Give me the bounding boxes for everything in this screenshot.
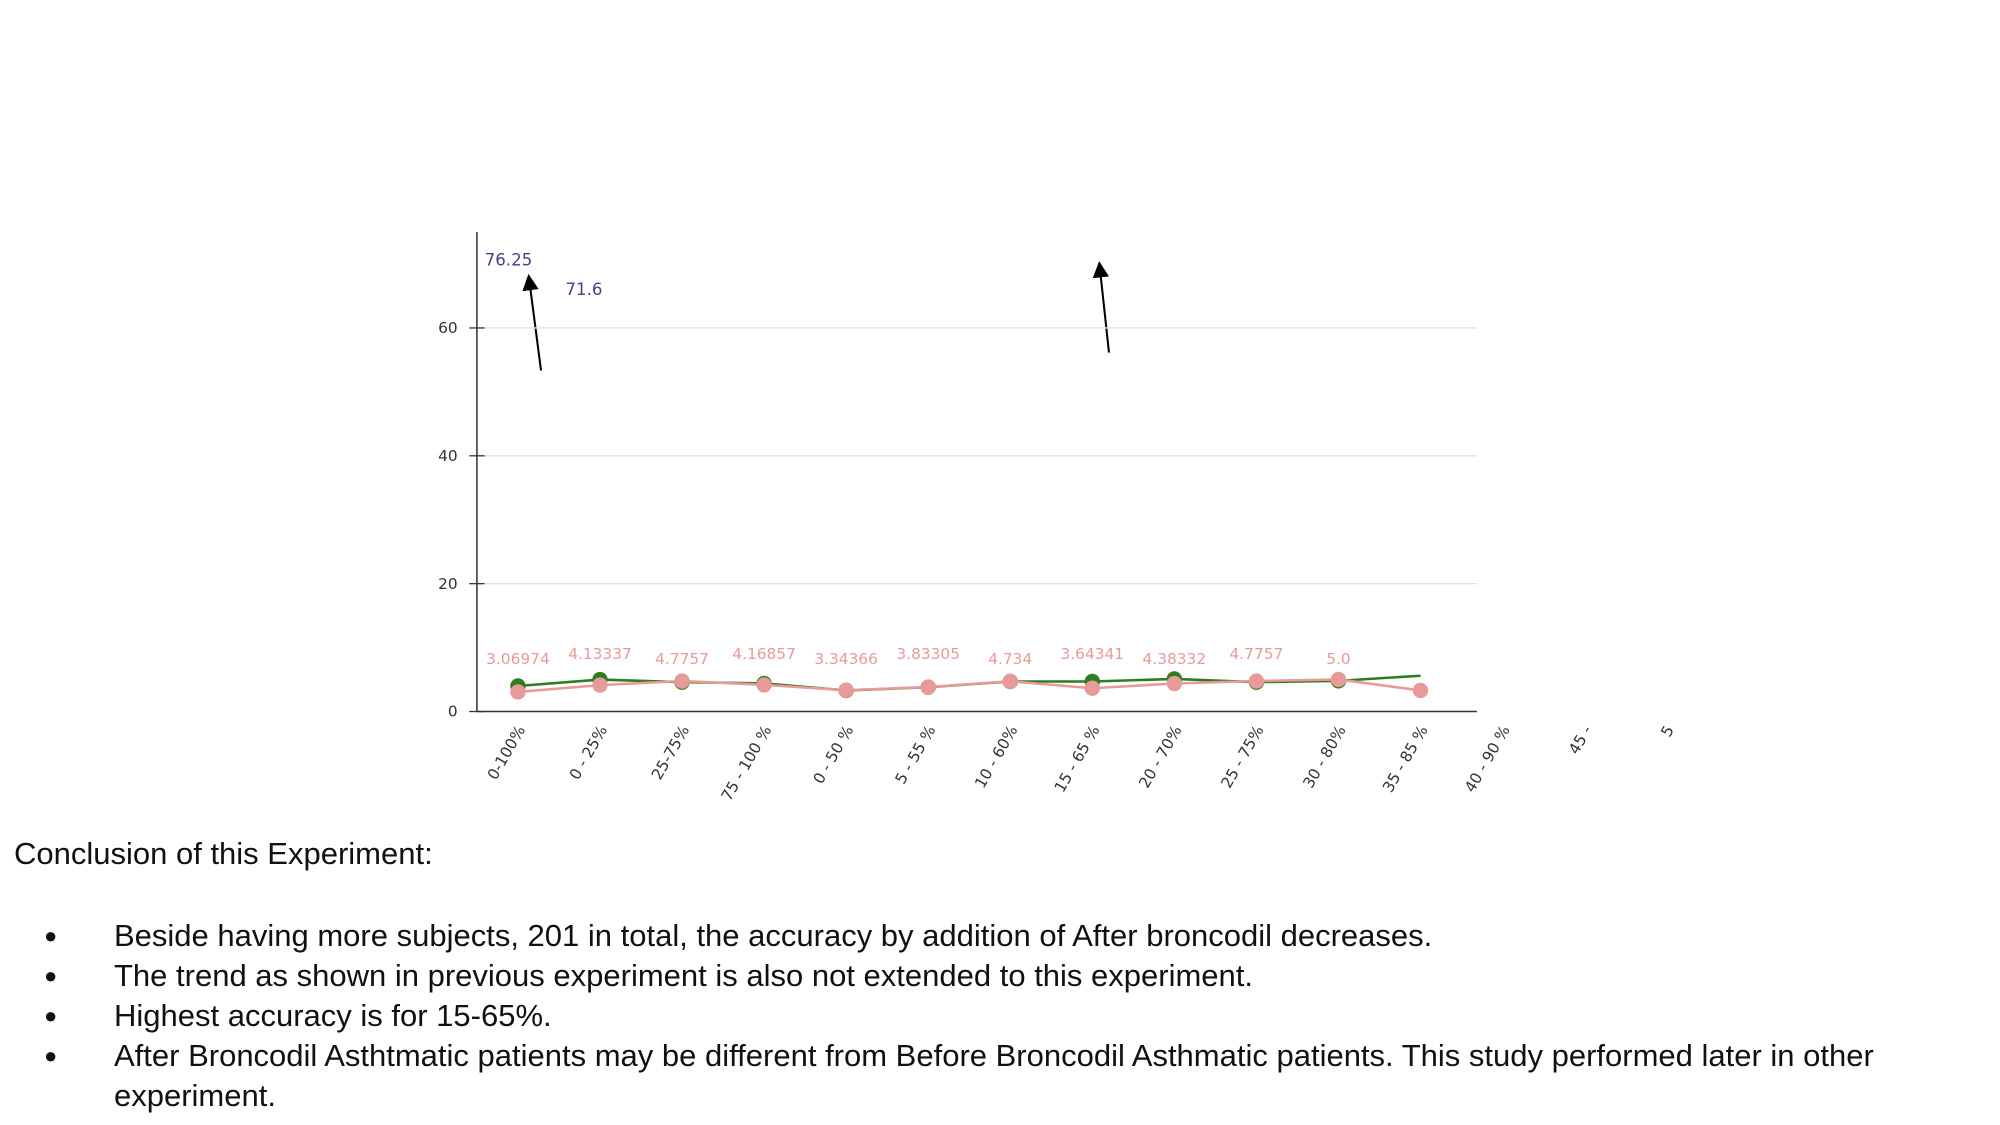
data-label: 3.64341 (1061, 645, 1125, 663)
point (756, 677, 772, 693)
x-tick-label: 40 - 90 % (1461, 722, 1514, 795)
x-tick-label: 0-100% (484, 722, 529, 782)
data-label: 4.16857 (732, 645, 796, 663)
series-line (517, 678, 1421, 694)
bullet: After Broncodil Asthtmatic patients may … (0, 1036, 1944, 1116)
x-tick-label: 5 (1657, 722, 1677, 739)
data-label: 4.38332 (1143, 650, 1207, 668)
data-label: 5.0 (1326, 650, 1350, 668)
point (1002, 673, 1018, 689)
y-tick-label: 60 (438, 319, 458, 337)
point (1412, 682, 1429, 699)
bullet: The trend as shown in previous experimen… (0, 956, 1944, 996)
x-tick-label: 5 - 55 % (892, 722, 940, 787)
point (1248, 673, 1265, 689)
data-label: 3.83305 (896, 645, 960, 663)
x-tick-label: 20 - 70% (1135, 722, 1185, 791)
x-tick-label: 30 - 80% (1299, 722, 1349, 791)
data-label: 4.13337 (568, 645, 632, 663)
x-tick-label: 25 - 75% (1217, 722, 1267, 791)
data-label: 3.06974 (486, 650, 550, 668)
annotation: 76.25 (485, 250, 533, 269)
bullet: Beside having more subjects, 201 in tota… (0, 916, 1944, 956)
point (838, 682, 854, 698)
bullet-list: Beside having more subjects, 201 in tota… (0, 916, 1960, 1116)
x-tick-label: 0 - 25% (566, 722, 611, 782)
point (1084, 680, 1100, 696)
x-tick-label: 45 - (1565, 722, 1596, 757)
arrow (1092, 261, 1110, 353)
y-tick-label: 20 (438, 575, 458, 593)
point (1166, 675, 1183, 692)
data-label: 3.34366 (814, 650, 878, 668)
y-tick-label: 0 (448, 703, 458, 721)
annotation: 71.6 (565, 280, 602, 299)
point (592, 677, 608, 693)
x-tick-label: 75 - 100 % (718, 722, 775, 804)
x-tick-label: 15 - 65 % (1051, 722, 1104, 795)
data-label: 4.7757 (1230, 645, 1284, 663)
arrow (522, 273, 543, 371)
heading: Conclusion of this Experiment: (14, 836, 433, 871)
x-tick-label: 25-75% (648, 722, 693, 782)
y-tick-label: 40 (438, 447, 458, 465)
data-label: 4.734 (988, 650, 1032, 668)
point (510, 684, 526, 700)
point (920, 679, 936, 695)
data-label: 4.7757 (655, 650, 709, 668)
point (1330, 671, 1347, 688)
bullet: Highest accuracy is for 15-65%. (0, 996, 1944, 1036)
x-tick-label: 10 - 60% (971, 722, 1021, 791)
x-tick-label: 35 - 85 % (1379, 722, 1432, 795)
point (674, 673, 690, 689)
x-tick-label: 0 - 50 % (810, 722, 858, 787)
